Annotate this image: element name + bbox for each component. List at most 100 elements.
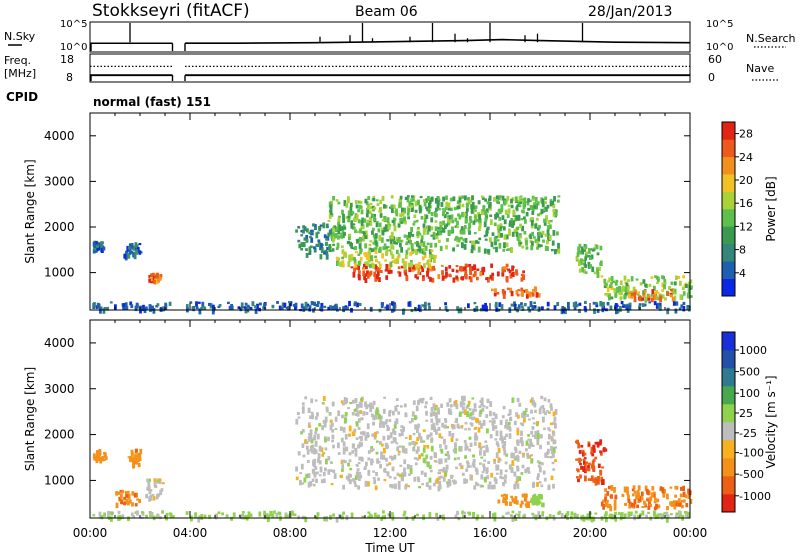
data-cell [577,246,580,253]
data-cell [473,270,477,277]
data-cell [436,516,440,521]
data-cell [468,436,472,440]
data-cell [496,443,500,448]
data-cell [502,446,506,451]
data-cell [610,485,614,491]
data-cell [362,231,366,234]
data-cell [542,208,546,211]
data-cell [364,230,368,235]
power-colorbar-segment [722,174,735,192]
data-cell [560,513,564,518]
data-cell [538,466,542,473]
data-cell [275,512,279,519]
data-cell [626,490,630,495]
data-cell [505,242,509,248]
data-cell [143,308,147,313]
data-cell [428,249,432,255]
data-cell [391,466,395,472]
data-cell [497,457,501,461]
data-cell [500,204,504,210]
velocity-ylabel: Slant Range [km] [23,367,37,471]
data-cell [495,246,498,253]
data-cell [687,511,690,517]
data-cell [411,411,415,417]
data-cell [578,302,582,306]
data-cell [402,446,406,449]
data-cell [413,441,417,447]
data-cell [575,458,578,461]
data-cell [309,415,312,419]
data-cell [656,281,659,284]
data-cell [314,431,318,435]
data-cell [271,304,275,309]
data-cell [647,511,650,514]
data-cell [308,231,312,235]
data-cell [340,400,344,404]
data-cell [359,205,363,209]
data-cell [421,248,425,255]
data-cell [684,494,688,499]
data-cell [541,201,545,208]
data-cell [469,199,473,203]
data-cell [637,291,640,294]
data-cell [484,476,487,483]
power-colorbar-label: 16 [739,197,753,210]
data-cell [360,219,364,226]
data-cell [359,237,362,242]
data-cell [151,494,155,497]
data-cell [585,251,589,254]
data-cell [484,238,488,241]
data-cell [510,218,514,222]
data-cell [508,228,511,231]
data-cell [505,419,509,422]
data-cell [295,476,299,481]
data-cell [403,207,406,214]
data-cell [441,275,445,281]
data-cell [620,290,623,296]
data-cell [300,242,304,248]
data-cell [354,448,358,453]
data-cell [576,439,579,445]
data-cell [605,282,608,287]
data-cell [472,416,476,420]
data-cell [464,428,468,431]
data-cell [541,198,545,203]
data-cell [552,211,556,217]
data-cell [130,449,134,455]
date-title: 28/Jan/2013 [588,4,672,20]
data-cell [430,196,434,202]
data-cell [420,239,424,245]
data-cell [474,209,477,212]
data-cell [314,224,317,230]
data-cell [305,248,308,251]
data-cell [451,433,455,438]
data-cell [384,224,388,229]
data-cell [414,415,417,421]
data-cell [94,248,98,253]
data-cell [358,274,361,281]
data-cell [377,477,380,481]
data-cell [289,301,293,304]
data-cell [333,473,337,479]
data-cell [673,295,677,301]
data-cell [302,229,305,234]
data-cell [528,455,532,459]
data-cell [217,511,221,514]
data-cell [375,258,378,263]
data-cell [359,248,363,252]
data-cell [523,418,526,423]
data-cell [442,476,446,482]
data-cell [454,442,457,448]
data-cell [406,464,410,470]
data-cell [573,305,577,310]
data-cell [374,249,378,254]
data-cell [462,229,466,235]
data-cell [439,223,443,227]
data-cell [448,408,452,415]
data-cell [613,288,617,294]
data-cell [445,245,448,250]
data-cell [376,458,379,464]
data-cell [344,433,348,440]
data-cell [368,210,372,215]
data-cell [340,437,344,443]
